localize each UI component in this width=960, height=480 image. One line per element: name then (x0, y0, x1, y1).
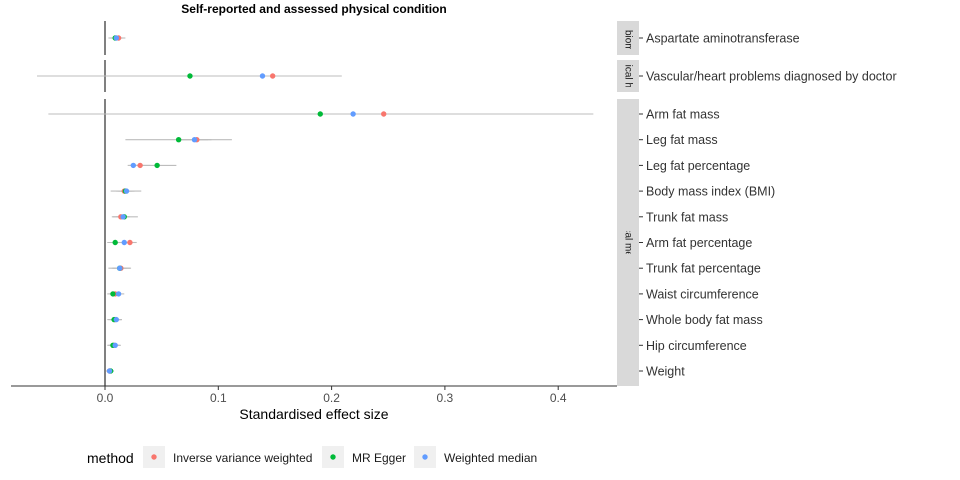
facet-strip-background (617, 60, 639, 92)
legend-key-dot (330, 454, 336, 460)
estimate-point (191, 137, 198, 143)
x-tick-label: 0.1 (210, 391, 227, 405)
estimate-point (113, 316, 120, 323)
forest-row: Leg fat percentage (127, 159, 750, 173)
estimate-point (123, 188, 130, 194)
estimate-point (113, 35, 120, 41)
forest-row: Arm fat mass (48, 108, 720, 122)
y-tick-label: Leg fat percentage (646, 159, 750, 173)
x-tick-label: 0.4 (550, 391, 567, 405)
estimate-point (127, 239, 133, 246)
y-tick-label: Hip circumference (646, 339, 747, 353)
x-tick-label: 0.2 (323, 391, 340, 405)
facet-strip: Physical measure (617, 99, 639, 386)
estimate-point (381, 111, 387, 117)
panels: Blood biomarker Aspartate aminotransferas… (37, 2, 897, 386)
forest-row: Whole body fat mass (107, 313, 763, 327)
estimate-point (110, 291, 116, 297)
forest-row: Waist circumference (107, 287, 759, 301)
estimate-point (187, 73, 193, 79)
forest-row: Leg fat mass (125, 133, 718, 147)
facet-strip-label: Physical health (623, 42, 634, 109)
estimate-point (137, 162, 143, 169)
facet-panel: Physical health Vascular/heart problems d… (37, 42, 897, 109)
y-tick-label: Trunk fat mass (646, 210, 728, 224)
estimate-point (317, 111, 323, 117)
facet-panel: Physical measure Arm fat mass Leg fat mass… (48, 99, 775, 386)
facet-strip-background (617, 99, 639, 386)
facet-strip-background (617, 21, 639, 55)
chart-title: Self-reported and assessed physical cond… (181, 2, 446, 16)
forest-row: Hip circumference (107, 339, 747, 353)
legend-key-dot (422, 454, 428, 460)
estimate-point (106, 368, 113, 374)
x-tick-label: 0.0 (97, 391, 114, 405)
legend-label: MR Egger (352, 451, 406, 465)
estimate-point (112, 342, 118, 348)
legend-title: method (87, 450, 134, 466)
y-tick-label: Vascular/heart problems diagnosed by doc… (646, 70, 897, 84)
y-tick-label: Arm fat percentage (646, 236, 752, 250)
forest-row: Body mass index (BMI) (110, 185, 775, 199)
legend-item: Inverse variance weighted (143, 446, 312, 468)
facet-strip-label: Physical measure (623, 203, 634, 282)
estimate-point (269, 73, 276, 79)
x-tick-label: 0.3 (437, 391, 454, 405)
y-tick-label: Arm fat mass (646, 108, 720, 122)
estimate-point (130, 162, 137, 169)
facet-panel: Blood biomarker Aspartate aminotransferas… (104, 2, 800, 75)
y-tick-label: Trunk fat percentage (646, 262, 761, 276)
forest-row: Weight (106, 365, 685, 379)
forest-row: Trunk fat mass (111, 210, 728, 224)
legend-item: MR Egger (322, 446, 406, 468)
estimate-point (121, 239, 127, 246)
forest-row: Aspartate aminotransferase (108, 32, 800, 46)
y-tick-label: Body mass index (BMI) (646, 185, 775, 199)
facet-strip-label: Blood biomarker (623, 2, 634, 75)
estimate-point (112, 239, 118, 246)
estimate-point (154, 162, 160, 169)
legend-key-dot (151, 454, 157, 460)
estimate-point (117, 265, 123, 271)
y-tick-label: Aspartate aminotransferase (646, 32, 800, 46)
forest-row: Vascular/heart problems diagnosed by doc… (37, 70, 897, 84)
estimate-point (120, 214, 126, 220)
y-tick-label: Waist circumference (646, 287, 759, 301)
y-tick-label: Whole body fat mass (646, 313, 763, 327)
x-axis: 0.0 0.1 0.2 0.3 0.4 (11, 385, 617, 405)
estimate-point (259, 73, 266, 79)
estimate-point (115, 291, 122, 297)
estimate-point (350, 111, 356, 117)
legend-item: Weighted median (414, 446, 537, 468)
facet-strip: Blood biomarker (617, 2, 639, 75)
y-tick-label: Weight (646, 365, 685, 379)
legend-label: Inverse variance weighted (173, 451, 312, 465)
forest-row: Trunk fat percentage (108, 262, 761, 276)
forest-row: Arm fat percentage (107, 236, 752, 250)
y-tick-label: Leg fat mass (646, 133, 718, 147)
legend: method Inverse variance weighted MR Egger… (87, 446, 537, 468)
estimate-point (175, 137, 182, 143)
legend-label: Weighted median (444, 451, 537, 465)
x-axis-title: Standardised effect size (239, 406, 388, 422)
facet-strip: Physical health (617, 42, 639, 109)
